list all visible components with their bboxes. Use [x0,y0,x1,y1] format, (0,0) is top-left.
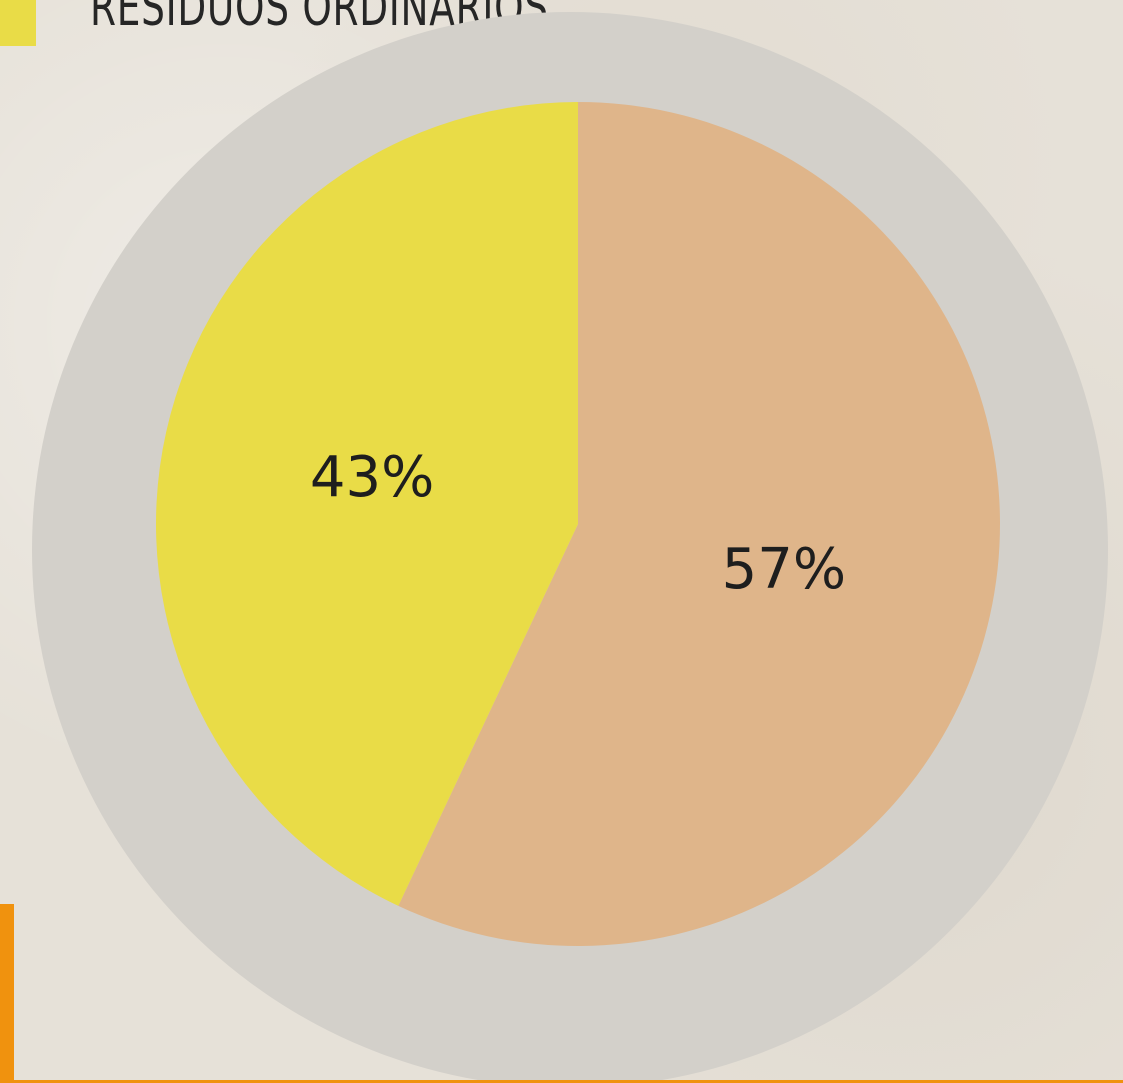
accent-bar [0,904,14,1083]
pie-slices [155,102,1000,947]
pie-slice-label: 43% [310,445,434,510]
legend-swatch [0,0,36,46]
pie-slice-label: 57% [722,537,846,602]
pie-slice-1 [398,102,1000,947]
pie-slice-2 [155,102,578,906]
bottom-accent-line [0,1080,1123,1083]
pie-labels: 57% 43% [310,445,846,602]
